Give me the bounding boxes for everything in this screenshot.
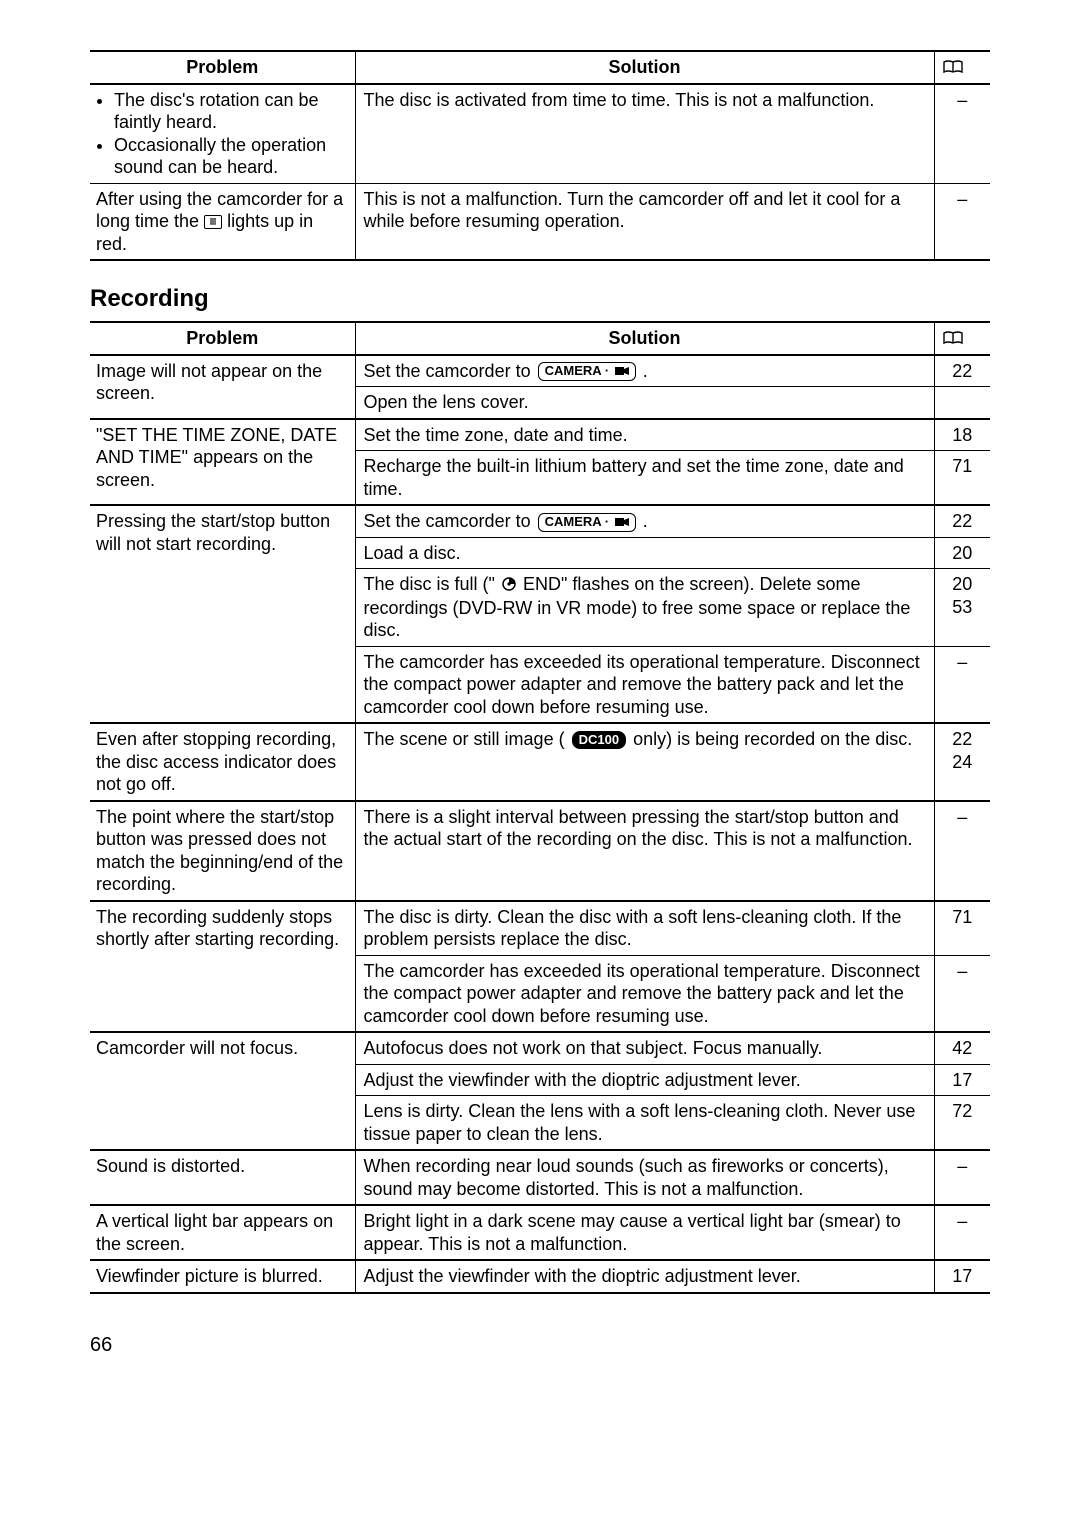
- solution-cell: Open the lens cover.: [355, 387, 934, 419]
- page-ref-cell: –: [934, 1205, 990, 1260]
- header-solution: Solution: [355, 322, 934, 355]
- problem-cell: The disc's rotation can be faintly heard…: [90, 84, 355, 184]
- table-row: Pressing the start/stop button will not …: [90, 505, 990, 537]
- header-problem: Problem: [90, 322, 355, 355]
- solution-text-post: .: [643, 511, 648, 531]
- camera-mode-badge: CAMERA ·: [538, 513, 636, 532]
- table-row: Sound is distorted. When recording near …: [90, 1150, 990, 1205]
- page-ref-cell: 20 53: [934, 569, 990, 647]
- solution-cell: Adjust the viewfinder with the dioptric …: [355, 1064, 934, 1096]
- solution-cell: Load a disc.: [355, 537, 934, 569]
- solution-cell: Set the time zone, date and time.: [355, 419, 934, 451]
- solution-cell: Set the camcorder to CAMERA · .: [355, 355, 934, 387]
- problem-cell: Pressing the start/stop button will not …: [90, 505, 355, 723]
- troubleshoot-table-1: Problem Solution The disc's rotation can…: [90, 50, 990, 261]
- table-row: The disc's rotation can be faintly heard…: [90, 84, 990, 184]
- badge-text: CAMERA ·: [545, 363, 613, 378]
- page-ref-cell: 22: [934, 505, 990, 537]
- page-ref-cell: 22: [934, 355, 990, 387]
- problem-cell: A vertical light bar appears on the scre…: [90, 1205, 355, 1260]
- table-row: Even after stopping recording, the disc …: [90, 723, 990, 801]
- solution-text-pre: The disc is full (": [364, 574, 500, 594]
- solution-text-pre: Set the camcorder to: [364, 511, 536, 531]
- table-row: "SET THE TIME ZONE, DATE AND TIME" appea…: [90, 419, 990, 451]
- solution-cell: Autofocus does not work on that subject.…: [355, 1032, 934, 1064]
- page-number: 66: [90, 1334, 990, 1357]
- header-page-ref: [934, 322, 990, 355]
- badge-text: CAMERA ·: [545, 514, 613, 529]
- header-page-ref: [934, 51, 990, 84]
- page-ref-cell: 72: [934, 1096, 990, 1151]
- troubleshoot-table-recording: Problem Solution Image will not appear o…: [90, 321, 990, 1294]
- table-row: Image will not appear on the screen. Set…: [90, 355, 990, 387]
- solution-cell: This is not a malfunction. Turn the camc…: [355, 183, 934, 260]
- disc-icon: [502, 574, 516, 597]
- model-badge: DC100: [572, 731, 626, 749]
- camcorder-icon: [615, 364, 629, 380]
- camera-mode-badge: CAMERA ·: [538, 362, 636, 381]
- solution-cell: Adjust the viewfinder with the dioptric …: [355, 1260, 934, 1293]
- problem-cell: The recording suddenly stops shortly aft…: [90, 901, 355, 1033]
- camcorder-icon: [615, 515, 629, 531]
- table-row: Viewfinder picture is blurred. Adjust th…: [90, 1260, 990, 1293]
- page-ref-cell: –: [934, 84, 990, 184]
- page-ref-cell: –: [934, 955, 990, 1032]
- solution-cell: The disc is full (" END" flashes on the …: [355, 569, 934, 647]
- solution-cell: The disc is activated from time to time.…: [355, 84, 934, 184]
- solution-cell: When recording near loud sounds (such as…: [355, 1150, 934, 1205]
- problem-cell: Sound is distorted.: [90, 1150, 355, 1205]
- table-row: After using the camcorder for a long tim…: [90, 183, 990, 260]
- header-solution: Solution: [355, 51, 934, 84]
- table-row: The point where the start/stop button wa…: [90, 801, 990, 901]
- page-ref-cell: 20: [934, 537, 990, 569]
- page-container: Problem Solution The disc's rotation can…: [0, 0, 1080, 1417]
- table-row: The recording suddenly stops shortly aft…: [90, 901, 990, 956]
- problem-cell: After using the camcorder for a long tim…: [90, 183, 355, 260]
- page-ref-cell: 17: [934, 1260, 990, 1293]
- page-ref-cell: [934, 387, 990, 419]
- problem-cell: Even after stopping recording, the disc …: [90, 723, 355, 801]
- page-ref-cell: 17: [934, 1064, 990, 1096]
- problem-cell: The point where the start/stop button wa…: [90, 801, 355, 901]
- page-ref-cell: 71: [934, 451, 990, 506]
- solution-text-post: .: [643, 361, 648, 381]
- problem-cell: Camcorder will not focus.: [90, 1032, 355, 1150]
- solution-cell: Recharge the built-in lithium battery an…: [355, 451, 934, 506]
- problem-cell: Viewfinder picture is blurred.: [90, 1260, 355, 1293]
- problem-cell: "SET THE TIME ZONE, DATE AND TIME" appea…: [90, 419, 355, 506]
- solution-cell: Lens is dirty. Clean the lens with a sof…: [355, 1096, 934, 1151]
- solution-text-pre: The scene or still image (: [364, 729, 570, 749]
- solution-text-pre: Set the camcorder to: [364, 361, 536, 381]
- table-row: A vertical light bar appears on the scre…: [90, 1205, 990, 1260]
- page-ref-cell: –: [934, 646, 990, 723]
- solution-cell: There is a slight interval between press…: [355, 801, 934, 901]
- solution-cell: The scene or still image ( DC100 only) i…: [355, 723, 934, 801]
- header-problem: Problem: [90, 51, 355, 84]
- problem-bullet: Occasionally the operation sound can be …: [114, 134, 347, 179]
- solution-cell: Bright light in a dark scene may cause a…: [355, 1205, 934, 1260]
- table-row: Camcorder will not focus. Autofocus does…: [90, 1032, 990, 1064]
- page-ref-cell: –: [934, 183, 990, 260]
- page-ref-cell: 71: [934, 901, 990, 956]
- page-ref-cell: –: [934, 801, 990, 901]
- solution-cell: The camcorder has exceeded its operation…: [355, 955, 934, 1032]
- solution-cell: Set the camcorder to CAMERA · .: [355, 505, 934, 537]
- section-heading-recording: Recording: [90, 285, 990, 313]
- temperature-icon: ▥: [204, 215, 222, 229]
- page-ref-cell: 18: [934, 419, 990, 451]
- book-icon: [943, 331, 983, 345]
- solution-cell: The disc is dirty. Clean the disc with a…: [355, 901, 934, 956]
- problem-cell: Image will not appear on the screen.: [90, 355, 355, 419]
- solution-cell: The camcorder has exceeded its operation…: [355, 646, 934, 723]
- page-ref-cell: –: [934, 1150, 990, 1205]
- table-header-row: Problem Solution: [90, 322, 990, 355]
- table-header-row: Problem Solution: [90, 51, 990, 84]
- page-ref-cell: 42: [934, 1032, 990, 1064]
- problem-bullet: The disc's rotation can be faintly heard…: [114, 89, 347, 134]
- solution-text-post: only) is being recorded on the disc.: [633, 729, 912, 749]
- page-ref-cell: 22 24: [934, 723, 990, 801]
- book-icon: [943, 60, 983, 74]
